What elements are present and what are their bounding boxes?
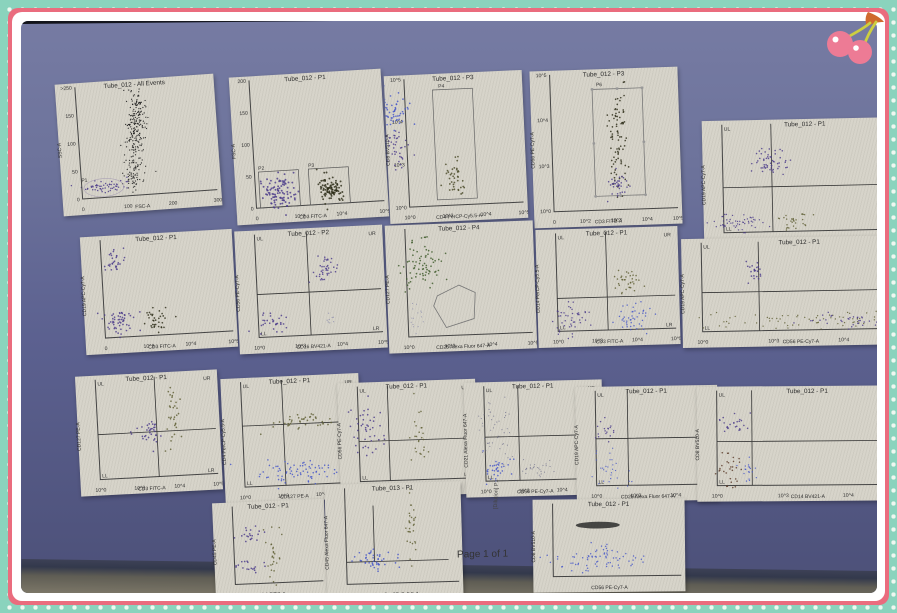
svg-text:100: 100 <box>241 143 250 150</box>
svg-text:LL: LL <box>726 227 732 233</box>
svg-text:10^4: 10^4 <box>537 118 548 124</box>
svg-text:10^0: 10^0 <box>396 205 407 211</box>
svg-text:LL: LL <box>705 326 711 332</box>
svg-text:LL: LL <box>102 473 108 479</box>
svg-text:10^3: 10^3 <box>539 164 550 170</box>
svg-text:LR: LR <box>373 326 380 332</box>
svg-text:P4: P4 <box>438 83 445 89</box>
svg-text:LR: LR <box>208 468 215 474</box>
svg-text:50: 50 <box>246 174 252 180</box>
svg-text:LL: LL <box>247 481 253 487</box>
svg-text:100: 100 <box>67 141 76 148</box>
svg-text:LL: LL <box>719 480 725 486</box>
svg-text:0: 0 <box>251 206 254 212</box>
svg-text:LL: LL <box>261 331 267 337</box>
svg-text:0: 0 <box>77 197 80 203</box>
svg-text:P2: P2 <box>258 166 265 172</box>
svg-text:50: 50 <box>72 169 78 175</box>
svg-text:LR: LR <box>666 322 673 328</box>
svg-text:150: 150 <box>65 113 74 120</box>
svg-text:P3: P3 <box>308 163 315 169</box>
svg-text:10^0: 10^0 <box>540 209 551 215</box>
svg-text:LL: LL <box>362 475 368 481</box>
svg-text:LL: LL <box>488 475 494 481</box>
svg-text:150: 150 <box>239 111 248 118</box>
svg-text:P6: P6 <box>596 82 603 88</box>
svg-text:LL: LL <box>560 325 566 331</box>
svg-text:P1: P1 <box>81 178 88 184</box>
